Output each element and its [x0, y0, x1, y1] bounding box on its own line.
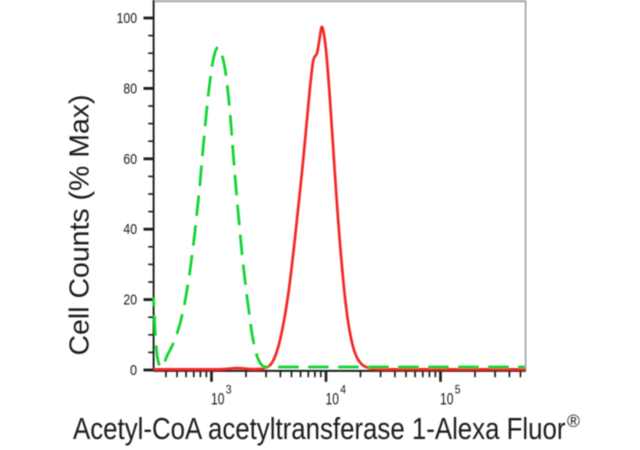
svg-text:20: 20 — [123, 292, 137, 309]
svg-text:60: 60 — [123, 151, 137, 168]
svg-text:4: 4 — [340, 383, 346, 397]
svg-text:0: 0 — [130, 362, 137, 379]
svg-text:3: 3 — [226, 383, 232, 397]
svg-text:80: 80 — [123, 80, 137, 97]
svg-text:10: 10 — [326, 391, 339, 409]
svg-text:40: 40 — [123, 221, 137, 238]
svg-text:Acetyl-CoA acetyltransferase 1: Acetyl-CoA acetyltransferase 1-Alexa Flu… — [73, 411, 566, 446]
svg-text:Cell Counts (% Max): Cell Counts (% Max) — [63, 95, 95, 356]
svg-text:10: 10 — [440, 391, 453, 409]
svg-text:®: ® — [567, 411, 580, 431]
svg-text:100: 100 — [117, 10, 137, 27]
svg-text:5: 5 — [455, 383, 461, 397]
svg-text:10: 10 — [211, 391, 224, 409]
